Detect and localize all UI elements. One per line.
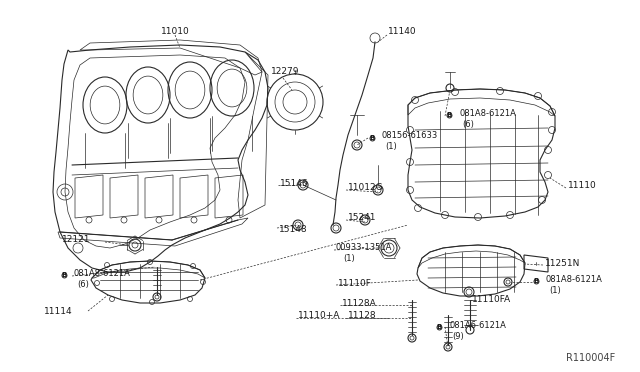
Text: (9): (9) [452,331,464,340]
Text: 11140: 11140 [388,28,417,36]
Text: 15241: 15241 [348,214,376,222]
Text: 15146: 15146 [280,179,308,187]
Text: 11110FA: 11110FA [472,295,511,304]
Text: B: B [370,135,375,141]
Text: 11128A: 11128A [342,298,377,308]
Text: B: B [534,279,539,285]
Text: 11010: 11010 [161,28,189,36]
Text: 081A6-6121A: 081A6-6121A [449,321,506,330]
Text: B: B [447,112,452,118]
Text: (1): (1) [343,254,355,263]
Text: 11114: 11114 [44,307,72,315]
Text: 11110F: 11110F [338,279,372,288]
Text: 00933-1351A: 00933-1351A [336,244,392,253]
Text: 08156-61633: 08156-61633 [382,131,438,141]
Text: 11251N: 11251N [545,259,580,267]
Text: 11012G: 11012G [348,183,383,192]
Text: R110004F: R110004F [566,353,615,363]
Text: 11110: 11110 [568,180,596,189]
Text: (1): (1) [549,285,561,295]
Text: (1): (1) [385,142,397,151]
Text: 11110+A: 11110+A [298,311,340,321]
Text: 081A8-6121A: 081A8-6121A [74,269,131,278]
Text: (6): (6) [462,119,474,128]
Text: B: B [437,324,442,330]
Text: 11128: 11128 [348,311,376,321]
Text: 12121: 12121 [62,235,90,244]
Text: (6): (6) [77,279,89,289]
Text: 12279: 12279 [271,67,300,77]
Text: 15148: 15148 [279,224,308,234]
Text: 081A8-6121A: 081A8-6121A [546,275,603,283]
Text: B: B [62,272,67,279]
Text: 081A8-6121A: 081A8-6121A [459,109,516,118]
